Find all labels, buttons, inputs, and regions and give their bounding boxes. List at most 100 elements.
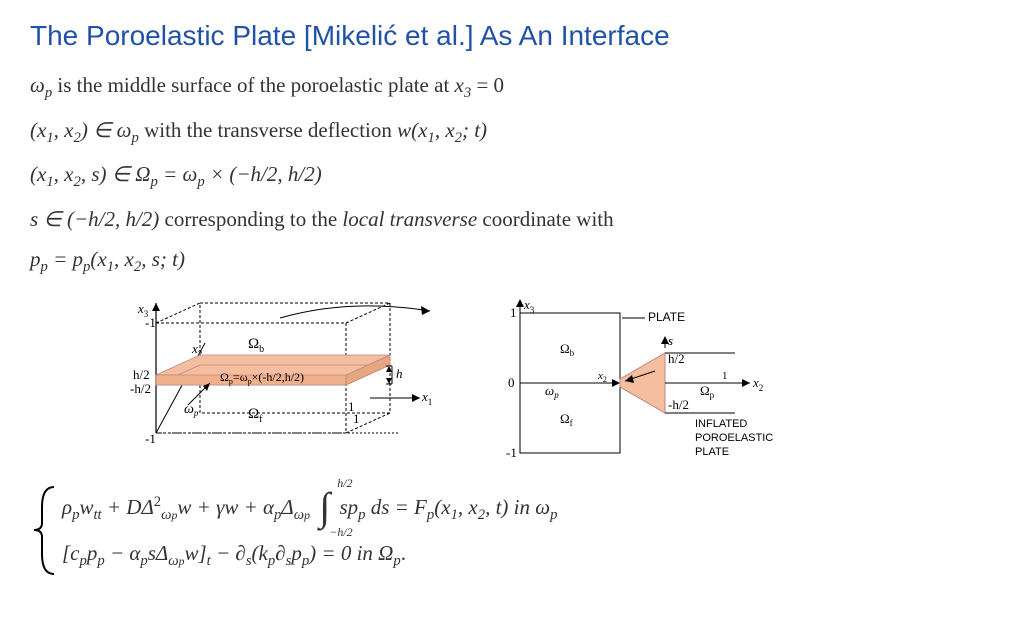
pp: p	[87, 541, 98, 565]
sub: tt	[93, 507, 101, 523]
w-bracket: w]	[184, 541, 206, 565]
w: w	[79, 495, 93, 519]
svg-text:Ωb: Ωb	[560, 341, 575, 358]
def-line-4: s ∈ (−h/2, h/2) corresponding to the loc…	[30, 204, 984, 234]
eq-pp: = p	[48, 247, 83, 271]
args: (x	[434, 495, 450, 519]
svg-text:0: 0	[508, 375, 515, 390]
x2: , x	[458, 495, 478, 519]
omega-p: ω	[30, 73, 45, 97]
in-omega: ) ∈ ω	[81, 118, 132, 142]
svg-text:-h/2: -h/2	[130, 381, 151, 396]
ds: ∂	[275, 541, 285, 565]
text: is the middle surface of the poroelastic…	[52, 73, 454, 97]
x2: , x	[435, 118, 455, 142]
svg-text:h: h	[396, 366, 403, 381]
sub: 2	[455, 130, 462, 146]
bracket-c: [c	[62, 541, 80, 565]
svg-text:-h/2: -h/2	[668, 397, 689, 412]
svg-text:-1: -1	[506, 445, 517, 460]
d-lap: + DΔ	[102, 495, 154, 519]
def-line-3: (x1, x2, s) ∈ Ωp = ωp × (−h/2, h/2)	[30, 159, 984, 194]
integral-icon: ∫ h/2 −h/2	[319, 485, 330, 529]
eq-omega: = ω	[158, 162, 198, 186]
sub: ωp	[168, 553, 184, 569]
svg-text:1: 1	[722, 370, 728, 382]
in-omega: , t) in ω	[485, 495, 550, 519]
sub: 1	[46, 130, 53, 146]
svg-text:ωp: ωp	[545, 383, 559, 400]
dot: .	[401, 541, 406, 565]
page-title: The Poroelastic Plate [Mikelić et al.] A…	[30, 20, 984, 52]
sub: p	[550, 507, 557, 523]
svg-text:h/2: h/2	[668, 351, 685, 366]
svg-text:s: s	[668, 333, 673, 348]
spp: sp	[339, 495, 358, 519]
sub: p	[393, 553, 400, 569]
local-transverse: local transverse	[342, 207, 477, 231]
minus-alpha: − α	[105, 541, 141, 565]
sub: 1	[427, 130, 434, 146]
sub: p	[197, 174, 204, 190]
sub: p	[97, 553, 104, 569]
paren: (x	[30, 162, 46, 186]
svg-text:x3: x3	[523, 297, 535, 315]
eq-zero: = 0	[471, 73, 504, 97]
rho: ρ	[62, 495, 72, 519]
sub: 2	[74, 174, 81, 190]
sub: 2	[478, 507, 485, 523]
kp: (k	[252, 541, 268, 565]
sub: 1	[46, 174, 53, 190]
text: with the transverse deflection	[139, 118, 397, 142]
sub: p	[131, 130, 138, 146]
svg-text:Ωp: Ωp	[700, 383, 715, 400]
sub: 1	[107, 259, 114, 275]
svg-text:-1: -1	[145, 431, 156, 446]
s-lap: sΔ	[148, 541, 169, 565]
svg-text:x2: x2	[752, 375, 763, 393]
svg-text:Ωf: Ωf	[248, 406, 263, 425]
x2: , x	[54, 162, 74, 186]
text: corresponding to the	[159, 207, 342, 231]
text: coordinate with	[477, 207, 613, 231]
pp: p	[291, 541, 302, 565]
svg-text:1: 1	[510, 305, 517, 320]
sub: 1	[451, 507, 458, 523]
svg-text:-1: -1	[145, 315, 156, 330]
sub: ωp	[161, 507, 177, 523]
eq-plate: ρpwtt + DΔ2ωpw + γw + αpΔωp ∫ h/2 −h/2 s…	[62, 485, 557, 531]
close: , s; t)	[141, 247, 185, 271]
equation-system: ρpwtt + DΔ2ωpw + γw + αpΔωp ∫ h/2 −h/2 s…	[30, 483, 984, 578]
paren-x1: (x	[30, 118, 46, 142]
minus-ds: − ∂	[211, 541, 246, 565]
x3: x	[455, 73, 464, 97]
figure-row: x3 -1 x2 h/2 -h/2 -1 Ωb Ωf ωp Ωp=ωp×(-h/…	[90, 293, 984, 473]
cross: × (−h/2, h/2)	[205, 162, 322, 186]
svg-text:Ωb: Ωb	[248, 336, 264, 355]
left-brace-icon	[30, 483, 62, 578]
svg-text:PLATE: PLATE	[695, 446, 729, 458]
def-line-2: (x1, x2) ∈ ωp with the transverse deflec…	[30, 115, 984, 150]
svg-text:1: 1	[353, 411, 360, 426]
x2: , x	[114, 247, 134, 271]
figure-2d-cut: x3 1 0 -1 x2 ωp Ωb Ωf PLATE s h/2 -h/2 1…	[490, 293, 790, 473]
gamma-alpha: w + γw + α	[177, 495, 274, 519]
args: (x	[90, 247, 106, 271]
sub: p	[41, 259, 48, 275]
sub: p	[151, 174, 158, 190]
svg-text:PLATE: PLATE	[648, 310, 685, 324]
svg-text:Ωf: Ωf	[560, 411, 573, 428]
svg-text:Ωp=ωp×(-h/2,h/2): Ωp=ωp×(-h/2,h/2)	[220, 370, 304, 386]
svg-text:ωp: ωp	[184, 402, 199, 418]
sub: p	[140, 553, 147, 569]
svg-text:x2: x2	[597, 370, 607, 384]
svg-text:POROELASTIC: POROELASTIC	[695, 432, 773, 444]
sub: ωp	[294, 507, 310, 523]
eq-pressure: [cppp − αpsΔωpw]t − ∂s(kp∂spp) = 0 in Ωp…	[62, 531, 557, 577]
sub: p	[80, 553, 87, 569]
w-func: w(x	[397, 118, 427, 142]
s-in: , s) ∈ Ω	[81, 162, 151, 186]
s-in: s ∈ (−h/2, h/2)	[30, 207, 159, 231]
ds-eq-F: ds = F	[365, 495, 426, 519]
lap: Δ	[281, 495, 293, 519]
